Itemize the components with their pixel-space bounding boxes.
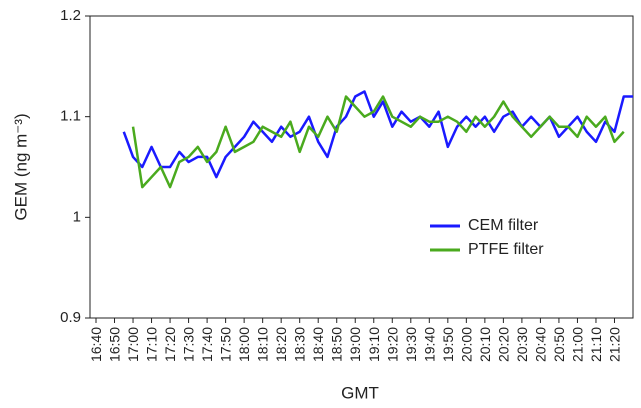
x-tick-label: 18:50 [329, 327, 345, 362]
x-axis-label: GMT [341, 383, 379, 402]
x-tick-label: 19:20 [384, 327, 400, 362]
x-tick-label: 18:00 [236, 327, 252, 362]
x-tick-label: 20:30 [514, 327, 530, 362]
legend-label: PTFE filter [468, 241, 544, 258]
y-tick-label: 1.1 [60, 108, 81, 125]
series-line [131, 95, 625, 189]
x-tick-label: 21:10 [588, 327, 604, 362]
x-tick-label: 19:10 [366, 327, 382, 362]
x-tick-label: 18:30 [292, 327, 308, 362]
x-tick-label: 16:50 [107, 327, 123, 362]
y-tick-label: 0.9 [60, 309, 81, 326]
y-axis-label: GEM (ng m⁻³) [11, 113, 30, 220]
x-tick-label: 17:30 [181, 327, 197, 362]
x-tick-label: 17:10 [144, 327, 160, 362]
x-tick-label: 18:10 [255, 327, 271, 362]
plot-frame [89, 15, 634, 319]
y-tick-label: 1.2 [60, 7, 81, 24]
x-tick-label: 19:30 [403, 327, 419, 362]
legend-label: CEM filter [468, 217, 539, 234]
x-tick-label: 21:00 [569, 327, 585, 362]
x-tick-label: 16:40 [88, 327, 104, 362]
x-tick-label: 20:40 [532, 327, 548, 362]
x-tick-label: 18:40 [310, 327, 326, 362]
x-tick-label: 20:10 [477, 327, 493, 362]
x-tick-label: 20:50 [551, 327, 567, 362]
y-tick-label: 1 [73, 208, 81, 225]
x-tick-label: 17:50 [218, 327, 234, 362]
x-tick-label: 20:20 [495, 327, 511, 362]
x-tick-label: 17:00 [125, 327, 141, 362]
x-tick-label: 18:20 [273, 327, 289, 362]
x-tick-label: 21:20 [606, 327, 622, 362]
x-tick-label: 19:40 [421, 327, 437, 362]
x-tick-label: 17:40 [199, 327, 215, 362]
x-tick-label: 17:20 [162, 327, 178, 362]
x-tick-label: 19:00 [347, 327, 363, 362]
x-tick-label: 20:00 [458, 327, 474, 362]
x-tick-label: 19:50 [440, 327, 456, 362]
